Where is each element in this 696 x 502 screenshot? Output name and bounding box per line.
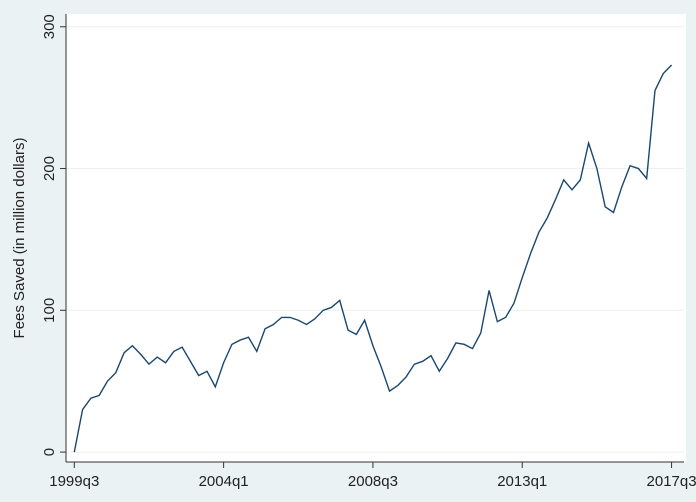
y-tick-label: 0 (41, 448, 58, 456)
x-tick-label: 2013q1 (497, 473, 547, 490)
x-tick-label: 1999q3 (49, 473, 99, 490)
x-tick-label: 2017q3 (647, 473, 696, 490)
y-tick-label: 200 (41, 156, 58, 181)
y-tick-label: 100 (41, 298, 58, 323)
x-tick-label: 2008q3 (348, 473, 398, 490)
line (73, 64, 673, 453)
plot-area (66, 14, 686, 462)
x-tick-label: 2004q1 (199, 473, 249, 490)
y-tick-label: 300 (41, 14, 58, 39)
y-axis-label: Fees Saved (in million dollars) (11, 138, 28, 339)
